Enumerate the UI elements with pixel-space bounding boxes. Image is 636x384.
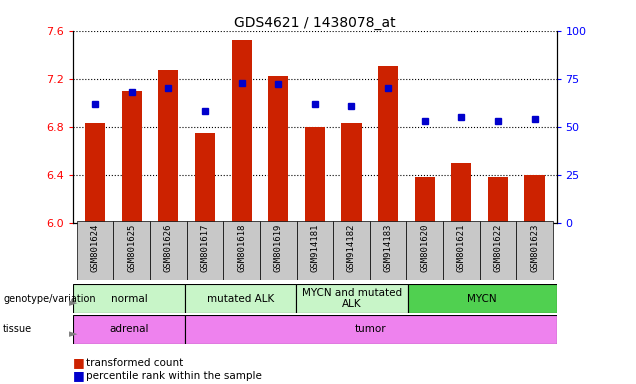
Title: GDS4621 / 1438078_at: GDS4621 / 1438078_at <box>234 16 396 30</box>
Text: tumor: tumor <box>355 324 387 334</box>
Text: GSM801624: GSM801624 <box>90 224 100 272</box>
Text: GSM801617: GSM801617 <box>200 224 209 272</box>
FancyBboxPatch shape <box>408 284 556 313</box>
Bar <box>305 127 325 223</box>
FancyBboxPatch shape <box>296 221 333 280</box>
Text: GSM801620: GSM801620 <box>420 224 429 272</box>
FancyBboxPatch shape <box>73 315 184 344</box>
Text: genotype/variation: genotype/variation <box>3 294 96 304</box>
FancyBboxPatch shape <box>296 284 408 313</box>
FancyBboxPatch shape <box>260 221 296 280</box>
Bar <box>121 91 142 223</box>
Text: normal: normal <box>111 293 148 304</box>
Bar <box>268 76 288 223</box>
FancyBboxPatch shape <box>223 221 260 280</box>
FancyBboxPatch shape <box>480 221 516 280</box>
Text: GSM801618: GSM801618 <box>237 224 246 272</box>
Text: percentile rank within the sample: percentile rank within the sample <box>86 371 262 381</box>
Bar <box>85 123 105 223</box>
Bar <box>158 70 179 223</box>
Text: GSM801621: GSM801621 <box>457 224 466 272</box>
Text: mutated ALK: mutated ALK <box>207 293 274 304</box>
Bar <box>451 163 471 223</box>
Text: GSM914181: GSM914181 <box>310 224 319 272</box>
Text: GSM801619: GSM801619 <box>273 224 282 272</box>
FancyBboxPatch shape <box>370 221 406 280</box>
Text: GSM914183: GSM914183 <box>384 224 392 272</box>
Text: MYCN and mutated
ALK: MYCN and mutated ALK <box>302 288 402 310</box>
FancyBboxPatch shape <box>516 221 553 280</box>
Bar <box>378 66 398 223</box>
FancyBboxPatch shape <box>113 221 150 280</box>
Text: ►: ► <box>69 298 77 308</box>
Bar <box>415 177 435 223</box>
FancyBboxPatch shape <box>184 284 296 313</box>
Text: tissue: tissue <box>3 324 32 334</box>
Bar <box>195 133 215 223</box>
FancyBboxPatch shape <box>406 221 443 280</box>
FancyBboxPatch shape <box>73 284 184 313</box>
FancyBboxPatch shape <box>77 221 113 280</box>
Bar <box>232 40 252 223</box>
FancyBboxPatch shape <box>186 221 223 280</box>
Text: adrenal: adrenal <box>109 324 149 334</box>
FancyBboxPatch shape <box>150 221 186 280</box>
Bar <box>342 123 361 223</box>
FancyBboxPatch shape <box>333 221 370 280</box>
Text: ►: ► <box>69 329 77 339</box>
Text: ■: ■ <box>73 356 85 369</box>
FancyBboxPatch shape <box>184 315 556 344</box>
Text: GSM801622: GSM801622 <box>494 224 502 272</box>
Text: ■: ■ <box>73 369 85 382</box>
Bar <box>525 175 544 223</box>
Text: GSM801623: GSM801623 <box>530 224 539 272</box>
Text: GSM801625: GSM801625 <box>127 224 136 272</box>
FancyBboxPatch shape <box>443 221 480 280</box>
Text: GSM914182: GSM914182 <box>347 224 356 272</box>
Bar <box>488 177 508 223</box>
Text: MYCN: MYCN <box>467 293 497 304</box>
Text: transformed count: transformed count <box>86 358 183 368</box>
Text: GSM801626: GSM801626 <box>164 224 173 272</box>
